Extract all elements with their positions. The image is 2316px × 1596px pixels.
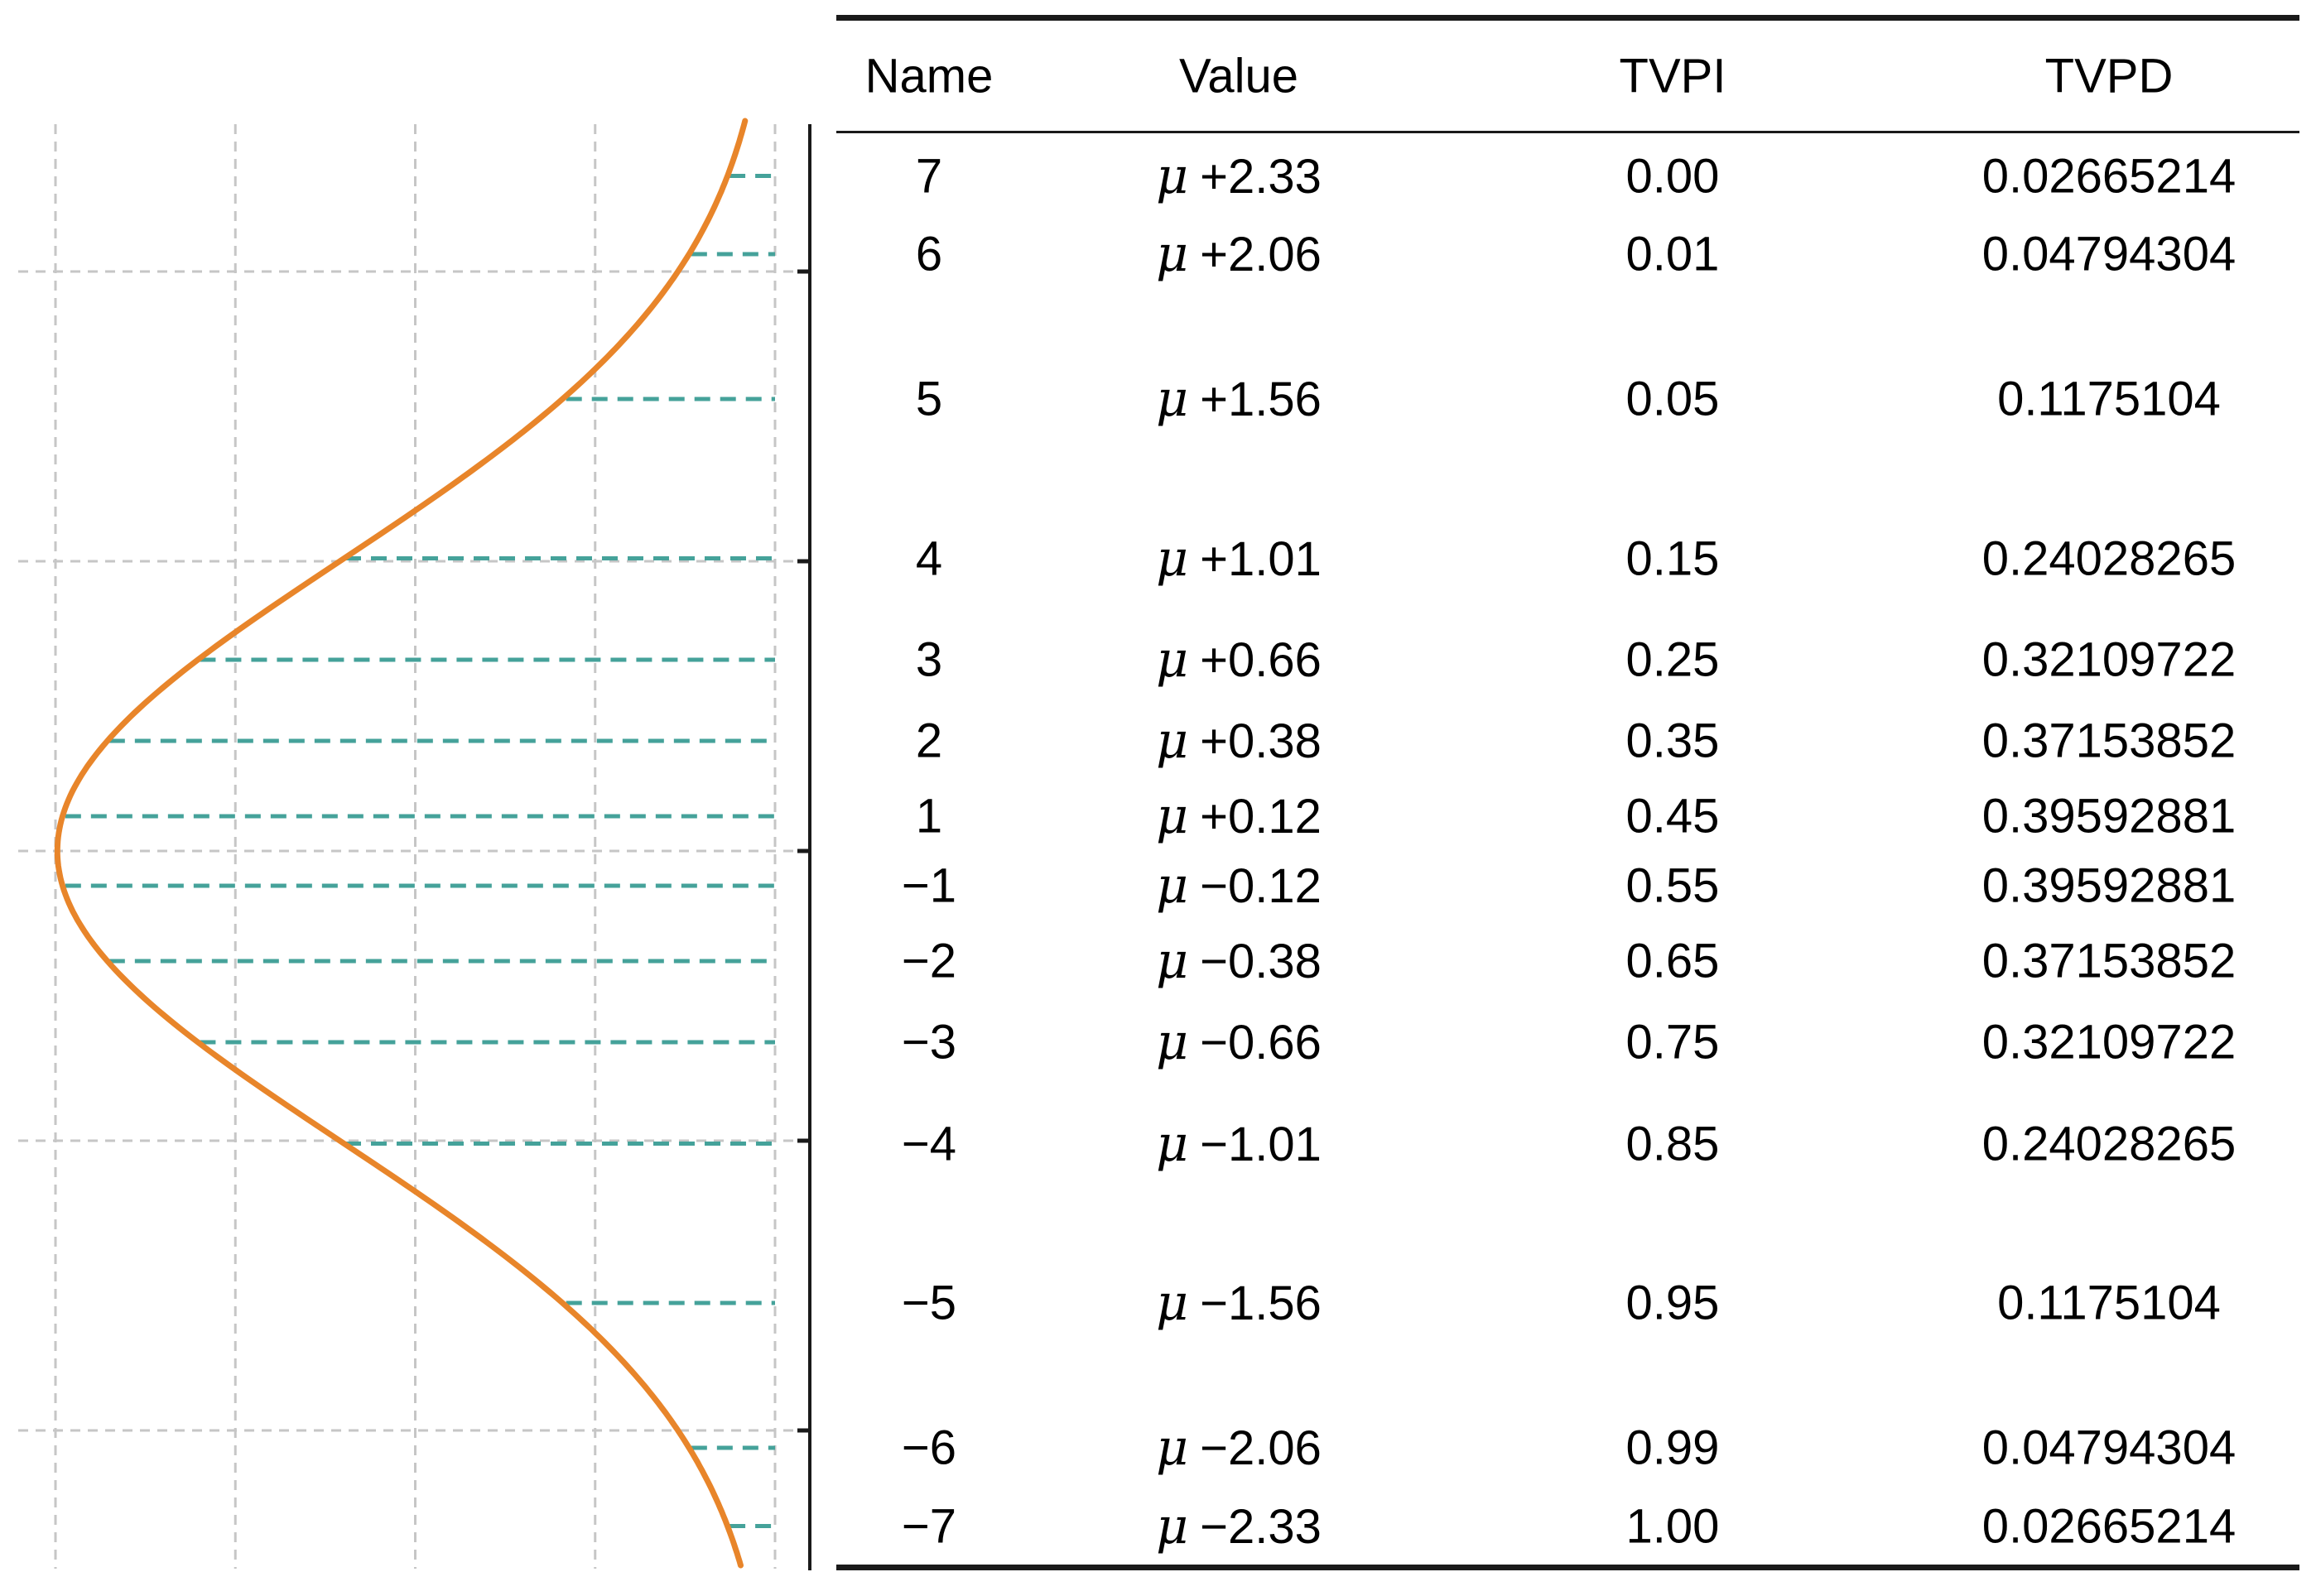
- cell-tvpi: 0.85: [1625, 1117, 1720, 1171]
- cell-value: μ +1.56: [1156, 370, 1322, 428]
- value-offset: −1.01: [1200, 1117, 1322, 1171]
- cell-tvpi: 1.00: [1625, 1499, 1720, 1553]
- value-offset: −0.12: [1200, 859, 1322, 913]
- column-header-value: Value: [1178, 49, 1299, 103]
- cell-tvpd: 0.32109722: [1981, 1015, 2237, 1070]
- cell-name: −5: [901, 1276, 957, 1330]
- cell-tvpi: 0.35: [1625, 714, 1720, 768]
- cell-tvpi: 0.25: [1625, 632, 1720, 687]
- cell-value: μ −0.38: [1156, 932, 1322, 990]
- cell-value: μ −2.06: [1156, 1419, 1322, 1477]
- column-header-tvpi: TVPI: [1619, 49, 1726, 103]
- table-bottom-border: [836, 1565, 2299, 1570]
- value-offset: +1.56: [1200, 373, 1322, 426]
- cell-tvpd: 0.37153852: [1981, 934, 2237, 988]
- cell-value: μ +0.38: [1156, 712, 1322, 770]
- cell-tvpi: 0.00: [1625, 149, 1720, 203]
- cell-tvpd: 0.39592881: [1981, 789, 2237, 844]
- mu-symbol: μ: [1156, 147, 1189, 205]
- mu-symbol: μ: [1156, 712, 1189, 770]
- value-offset: +0.66: [1200, 633, 1322, 687]
- distribution-chart: [18, 118, 811, 1570]
- cell-tvpi: 0.99: [1625, 1421, 1720, 1475]
- cell-tvpd: 0.24028265: [1981, 1117, 2237, 1171]
- cell-tvpd: 0.02665214: [1981, 149, 2237, 203]
- cell-name: 5: [915, 372, 943, 426]
- mu-symbol: μ: [1156, 857, 1189, 915]
- cell-name: 7: [915, 149, 943, 203]
- cell-tvpd: 0.04794304: [1981, 227, 2237, 281]
- value-offset: −2.06: [1200, 1421, 1322, 1475]
- mu-symbol: μ: [1156, 932, 1189, 990]
- mu-symbol: μ: [1156, 1013, 1189, 1071]
- cell-name: 2: [915, 714, 943, 768]
- cell-tvpd: 0.02665214: [1981, 1499, 2237, 1553]
- cell-value: μ +2.06: [1156, 225, 1322, 283]
- value-offset: +2.33: [1200, 149, 1322, 204]
- mu-symbol: μ: [1156, 1274, 1189, 1332]
- cell-value: μ −0.66: [1156, 1013, 1322, 1071]
- table-top-border: [836, 15, 2299, 21]
- cell-tvpi: 0.45: [1625, 789, 1720, 844]
- cell-value: μ −1.01: [1156, 1115, 1322, 1173]
- value-offset: +0.12: [1200, 790, 1322, 844]
- value-offset: −1.56: [1200, 1276, 1322, 1330]
- mu-symbol: μ: [1156, 1497, 1189, 1555]
- column-header-tvpd: TVPD: [2044, 49, 2174, 103]
- value-offset: +0.38: [1200, 714, 1322, 768]
- mu-symbol: μ: [1156, 370, 1189, 428]
- mu-symbol: μ: [1156, 787, 1189, 845]
- normal-pdf-curve: [54, 118, 749, 1569]
- value-offset: −2.33: [1200, 1499, 1322, 1554]
- table-header-underline: [836, 131, 2299, 133]
- mu-symbol: μ: [1156, 631, 1189, 689]
- value-offset: −0.38: [1200, 935, 1322, 988]
- value-offset: −0.66: [1200, 1016, 1322, 1070]
- cell-name: 6: [915, 227, 943, 281]
- cell-name: −2: [901, 934, 957, 988]
- column-header-name: Name: [864, 49, 994, 103]
- mu-symbol: μ: [1156, 1114, 1189, 1173]
- cell-value: μ +0.66: [1156, 631, 1322, 689]
- cell-tvpd: 0.37153852: [1981, 714, 2237, 768]
- cell-tvpi: 0.15: [1625, 531, 1720, 585]
- mu-symbol: μ: [1156, 225, 1189, 283]
- value-offset: +2.06: [1200, 228, 1322, 281]
- cell-name: −7: [901, 1499, 957, 1553]
- cell-tvpi: 0.95: [1625, 1276, 1720, 1330]
- cell-tvpd: 0.1175104: [1997, 1276, 2221, 1330]
- cell-name: −4: [901, 1117, 957, 1171]
- cell-tvpd: 0.32109722: [1981, 632, 2237, 687]
- cell-value: μ −1.56: [1156, 1274, 1322, 1332]
- value-offset: +1.01: [1200, 531, 1322, 586]
- cell-name: 3: [915, 632, 943, 687]
- cell-tvpi: 0.75: [1625, 1015, 1720, 1070]
- cell-tvpd: 0.39592881: [1981, 858, 2237, 913]
- mu-symbol: μ: [1156, 529, 1189, 588]
- cell-tvpd: 0.04794304: [1981, 1421, 2237, 1475]
- cell-tvpd: 0.1175104: [1997, 372, 2221, 426]
- cell-tvpi: 0.65: [1625, 934, 1720, 988]
- cell-value: μ −2.33: [1156, 1497, 1322, 1555]
- cell-tvpi: 0.55: [1625, 858, 1720, 913]
- cell-value: μ +2.33: [1156, 147, 1322, 205]
- cell-value: μ +1.01: [1156, 530, 1322, 588]
- cell-value: μ −0.12: [1156, 857, 1322, 915]
- cell-value: μ +0.12: [1156, 787, 1322, 845]
- cell-name: −6: [901, 1421, 957, 1475]
- mu-symbol: μ: [1156, 1419, 1189, 1477]
- cell-name: 4: [915, 531, 943, 585]
- cell-tvpi: 0.01: [1625, 227, 1720, 281]
- cell-name: −1: [901, 858, 957, 913]
- cell-tvpd: 0.24028265: [1981, 531, 2237, 585]
- cell-name: −3: [901, 1015, 957, 1070]
- cell-tvpi: 0.05: [1625, 372, 1720, 426]
- cell-name: 1: [915, 789, 943, 844]
